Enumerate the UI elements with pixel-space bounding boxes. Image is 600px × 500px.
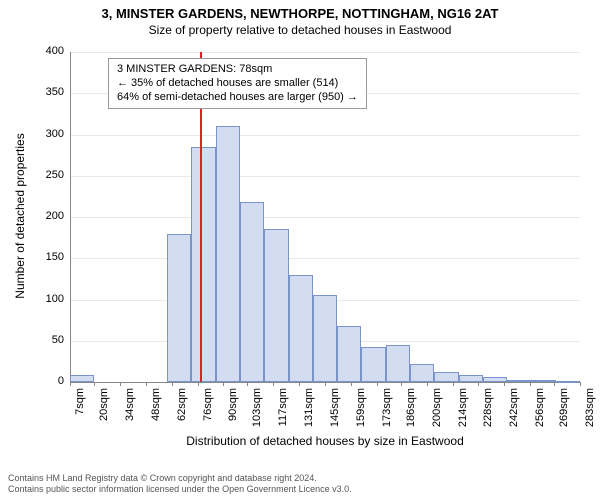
x-tick-mark <box>120 382 121 386</box>
x-tick-mark <box>530 382 531 386</box>
x-tick-mark <box>478 382 479 386</box>
x-tick-label: 103sqm <box>251 388 263 428</box>
x-tick-mark <box>247 382 248 386</box>
histogram-bar <box>289 275 313 382</box>
x-tick-label: 200sqm <box>431 388 443 428</box>
y-tick-label: 350 <box>34 86 64 98</box>
histogram-bar <box>264 229 288 382</box>
chart-title-main: 3, MINSTER GARDENS, NEWTHORPE, NOTTINGHA… <box>0 0 600 21</box>
x-tick-label: 228sqm <box>482 388 494 428</box>
annotation-line-3: 64% of semi-detached houses are larger (… <box>117 91 358 105</box>
x-tick-mark <box>172 382 173 386</box>
histogram-bar <box>361 347 385 382</box>
histogram-bar <box>191 147 215 382</box>
x-tick-label: 131sqm <box>303 388 315 428</box>
x-tick-label: 256sqm <box>534 388 546 428</box>
x-tick-label: 117sqm <box>277 388 289 428</box>
y-tick-label: 400 <box>34 45 64 57</box>
footer-attribution: Contains HM Land Registry data © Crown c… <box>8 473 352 496</box>
y-tick-label: 50 <box>34 334 64 346</box>
x-tick-mark <box>325 382 326 386</box>
grid-line <box>70 217 580 218</box>
x-tick-label: 173sqm <box>381 388 393 428</box>
x-tick-label: 7sqm <box>74 388 86 428</box>
x-tick-label: 145sqm <box>329 388 341 428</box>
x-tick-mark <box>94 382 95 386</box>
x-tick-mark <box>580 382 581 386</box>
x-tick-label: 269sqm <box>558 388 570 428</box>
histogram-bar <box>337 326 361 382</box>
annotation-box: 3 MINSTER GARDENS: 78sqm ← 35% of detach… <box>108 58 367 109</box>
x-tick-label: 283sqm <box>584 388 596 428</box>
y-tick-label: 0 <box>34 375 64 387</box>
x-tick-label: 242sqm <box>508 388 520 428</box>
histogram-bar <box>410 364 434 382</box>
histogram-bar <box>556 381 580 383</box>
histogram-bar <box>313 295 337 382</box>
y-tick-label: 100 <box>34 293 64 305</box>
histogram-bar <box>459 375 483 382</box>
x-tick-mark <box>146 382 147 386</box>
histogram-bar <box>434 372 458 382</box>
x-tick-mark <box>223 382 224 386</box>
x-tick-mark <box>70 382 71 386</box>
x-tick-label: 186sqm <box>405 388 417 428</box>
y-tick-label: 250 <box>34 169 64 181</box>
y-axis-label: Number of detached properties <box>13 116 27 316</box>
x-tick-label: 159sqm <box>355 388 367 428</box>
chart-container: 3, MINSTER GARDENS, NEWTHORPE, NOTTINGHA… <box>0 0 600 500</box>
histogram-bar <box>531 380 555 382</box>
x-tick-mark <box>427 382 428 386</box>
x-tick-mark <box>299 382 300 386</box>
x-tick-label: 214sqm <box>457 388 469 428</box>
x-tick-mark <box>273 382 274 386</box>
grid-line <box>70 176 580 177</box>
x-tick-label: 90sqm <box>227 388 239 428</box>
x-tick-mark <box>351 382 352 386</box>
y-axis-line <box>70 52 71 382</box>
x-tick-label: 34sqm <box>124 388 136 428</box>
annotation-line-1: 3 MINSTER GARDENS: 78sqm <box>117 63 358 77</box>
footer-line-1: Contains HM Land Registry data © Crown c… <box>8 473 352 485</box>
x-tick-mark <box>453 382 454 386</box>
histogram-bar <box>386 345 410 382</box>
histogram-bar <box>216 126 240 382</box>
y-tick-label: 150 <box>34 251 64 263</box>
x-axis-label: Distribution of detached houses by size … <box>70 434 580 448</box>
x-tick-mark <box>401 382 402 386</box>
x-tick-mark <box>377 382 378 386</box>
grid-line <box>70 52 580 53</box>
histogram-bar <box>240 202 264 382</box>
chart-title-sub: Size of property relative to detached ho… <box>0 21 600 37</box>
x-tick-label: 48sqm <box>150 388 162 428</box>
grid-line <box>70 258 580 259</box>
histogram-bar <box>167 234 191 383</box>
y-tick-label: 300 <box>34 128 64 140</box>
y-tick-label: 200 <box>34 210 64 222</box>
x-tick-label: 76sqm <box>202 388 214 428</box>
x-tick-label: 62sqm <box>176 388 188 428</box>
x-tick-label: 20sqm <box>98 388 110 428</box>
grid-line <box>70 135 580 136</box>
histogram-bar <box>70 375 94 382</box>
x-tick-mark <box>554 382 555 386</box>
x-tick-mark <box>504 382 505 386</box>
footer-line-2: Contains public sector information licen… <box>8 484 352 496</box>
histogram-bar <box>507 380 531 382</box>
x-tick-mark <box>198 382 199 386</box>
annotation-line-2: ← 35% of detached houses are smaller (51… <box>117 77 358 91</box>
